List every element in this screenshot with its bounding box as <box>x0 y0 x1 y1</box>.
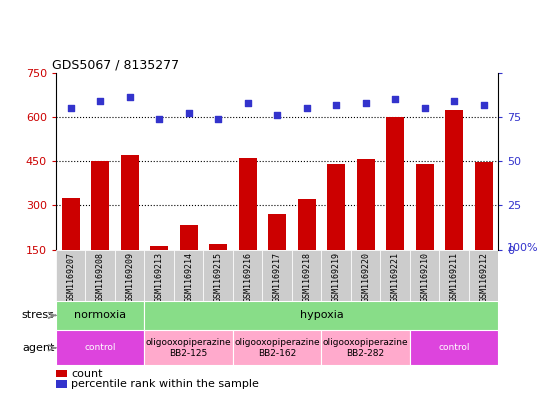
Bar <box>144 301 498 330</box>
Text: GSM1169215: GSM1169215 <box>214 252 223 302</box>
Point <box>391 96 400 102</box>
Bar <box>56 301 144 330</box>
Text: percentile rank within the sample: percentile rank within the sample <box>72 379 259 389</box>
Bar <box>174 250 203 301</box>
Point <box>479 101 488 108</box>
Point <box>273 112 282 118</box>
Text: GSM1169217: GSM1169217 <box>273 252 282 302</box>
Text: oligooxopiperazine
BB2-125: oligooxopiperazine BB2-125 <box>146 338 231 358</box>
Text: count: count <box>72 369 103 378</box>
Text: hypoxia: hypoxia <box>300 310 343 320</box>
Point <box>420 105 429 111</box>
Text: GSM1169212: GSM1169212 <box>479 252 488 302</box>
Bar <box>56 330 144 365</box>
Text: control: control <box>85 343 116 352</box>
Point <box>125 94 134 101</box>
Bar <box>386 117 404 250</box>
Text: GDS5067 / 8135277: GDS5067 / 8135277 <box>52 59 179 72</box>
Bar <box>357 159 375 250</box>
Bar <box>151 246 168 250</box>
Bar <box>233 330 321 365</box>
Text: GSM1169210: GSM1169210 <box>420 252 429 302</box>
Text: GSM1169208: GSM1169208 <box>96 252 105 302</box>
Text: GSM1169220: GSM1169220 <box>361 252 370 302</box>
Bar <box>268 214 286 250</box>
Bar <box>91 160 109 250</box>
Bar <box>86 250 115 301</box>
Text: GSM1169216: GSM1169216 <box>243 252 252 302</box>
Text: GSM1169207: GSM1169207 <box>66 252 75 302</box>
Point <box>214 116 223 122</box>
Bar <box>475 162 492 250</box>
Bar <box>233 250 263 301</box>
Bar <box>351 250 380 301</box>
Bar <box>62 198 80 250</box>
Bar <box>328 164 345 250</box>
Bar <box>180 224 198 250</box>
Bar <box>321 330 410 365</box>
Bar <box>416 164 433 250</box>
Bar <box>263 250 292 301</box>
Point <box>155 116 164 122</box>
Text: oligooxopiperazine
BB2-162: oligooxopiperazine BB2-162 <box>235 338 320 358</box>
Bar <box>410 330 498 365</box>
Text: GSM1169218: GSM1169218 <box>302 252 311 302</box>
Bar <box>203 250 233 301</box>
Bar <box>410 250 440 301</box>
Bar <box>321 250 351 301</box>
Text: oligooxopiperazine
BB2-282: oligooxopiperazine BB2-282 <box>323 338 408 358</box>
Text: GSM1169209: GSM1169209 <box>125 252 134 302</box>
Bar <box>56 369 67 377</box>
Point <box>332 101 340 108</box>
Point <box>302 105 311 111</box>
Bar <box>144 330 233 365</box>
Text: GSM1169211: GSM1169211 <box>450 252 459 302</box>
Text: GSM1169219: GSM1169219 <box>332 252 340 302</box>
Point <box>184 110 193 117</box>
Bar <box>121 155 138 250</box>
Point <box>66 105 75 111</box>
Bar <box>239 158 256 250</box>
Point <box>450 98 459 104</box>
Bar <box>469 250 498 301</box>
Bar <box>115 250 144 301</box>
Text: stress: stress <box>22 310 54 320</box>
Text: control: control <box>438 343 470 352</box>
Text: GSM1169214: GSM1169214 <box>184 252 193 302</box>
Point <box>96 98 105 104</box>
Bar <box>440 250 469 301</box>
Bar <box>298 199 315 250</box>
Bar <box>380 250 410 301</box>
Bar <box>292 250 321 301</box>
Text: 100%: 100% <box>507 243 539 253</box>
Bar <box>445 110 463 250</box>
Text: GSM1169221: GSM1169221 <box>391 252 400 302</box>
Text: normoxia: normoxia <box>74 310 127 320</box>
Bar <box>209 244 227 250</box>
Text: GSM1169213: GSM1169213 <box>155 252 164 302</box>
Point <box>243 99 252 106</box>
Bar <box>144 250 174 301</box>
Point <box>361 99 370 106</box>
Bar <box>56 380 67 388</box>
Bar <box>56 250 86 301</box>
Text: agent: agent <box>22 343 54 353</box>
